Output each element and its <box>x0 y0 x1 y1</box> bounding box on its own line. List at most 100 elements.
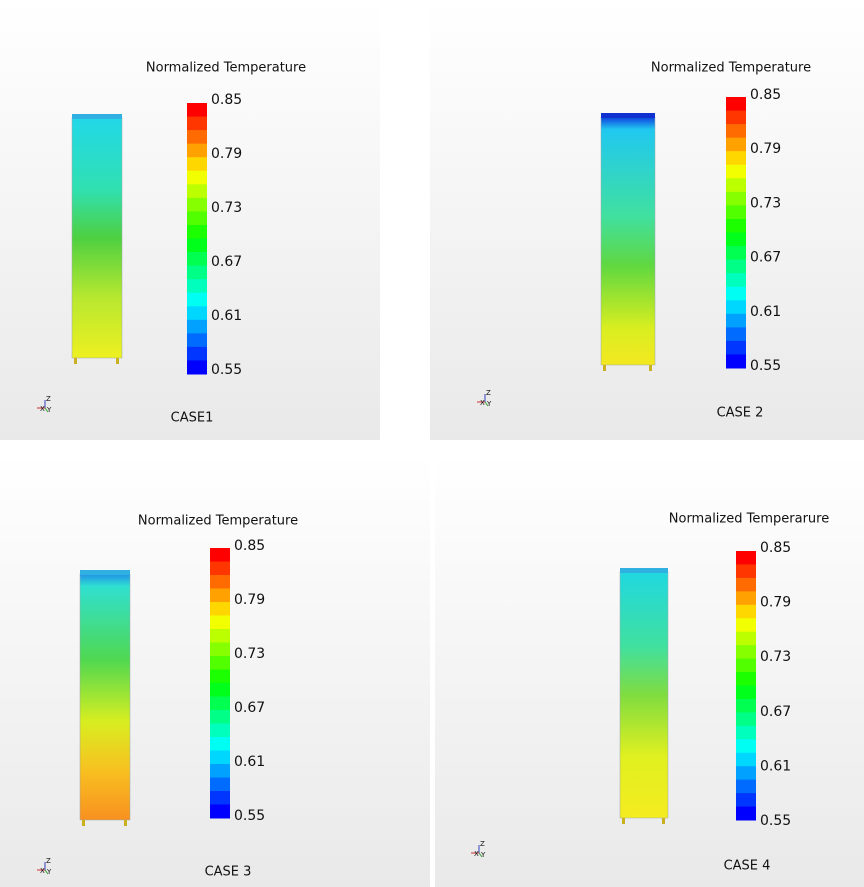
colorbar-band <box>210 805 230 819</box>
colorbar-band <box>736 618 756 632</box>
colorbar-band <box>726 341 746 355</box>
colorbar-tick-label: 0.55 <box>211 362 242 378</box>
colorbar-band <box>187 144 207 158</box>
case-label: CASE 3 <box>205 865 252 880</box>
case-label: CASE 4 <box>724 859 771 874</box>
colorbar-title: Normalized Temperature <box>138 514 298 529</box>
colorbar-band <box>726 111 746 125</box>
temperature-field <box>80 574 130 820</box>
colorbar-band <box>736 645 756 659</box>
inlet <box>601 113 655 118</box>
colorbar-tick-label: 0.73 <box>234 646 265 662</box>
colorbar-band <box>736 780 756 794</box>
colorbar-band <box>210 670 230 684</box>
colorbar-band <box>210 589 230 603</box>
colorbar-band <box>736 564 756 578</box>
colorbar-tick-label: 0.73 <box>750 195 781 211</box>
colorbar-tick-label: 0.79 <box>760 595 791 611</box>
colorbar-band <box>210 737 230 751</box>
colorbar-tick-label: 0.61 <box>211 308 242 324</box>
colorbar-band <box>726 273 746 287</box>
outlet-pipe <box>649 365 652 371</box>
outlet-pipe <box>116 358 119 364</box>
colorbar-band <box>187 333 207 347</box>
colorbar-band <box>187 117 207 131</box>
colorbar-band <box>187 103 207 117</box>
case-label: CASE1 <box>171 411 214 426</box>
colorbar-band <box>736 699 756 713</box>
axis-label: Y <box>480 851 486 859</box>
colorbar-band <box>210 764 230 778</box>
colorbar-band <box>210 656 230 670</box>
colorbar-tick-label: 0.85 <box>211 92 242 108</box>
axis-label: Z <box>46 857 51 865</box>
colorbar-band <box>210 629 230 643</box>
colorbar-band <box>210 575 230 589</box>
colorbar-band <box>726 219 746 233</box>
colorbar-tick-label: 0.73 <box>211 200 242 216</box>
axis-label: X <box>40 405 45 413</box>
colorbar-band <box>187 239 207 253</box>
colorbar-band <box>187 198 207 212</box>
colorbar-band <box>726 151 746 165</box>
colorbar-band <box>726 327 746 341</box>
colorbar-tick-label: 0.79 <box>750 141 781 157</box>
colorbar-band <box>736 753 756 767</box>
outlet-pipe <box>82 820 85 826</box>
colorbar-band <box>210 710 230 724</box>
outlet-pipe <box>74 358 77 364</box>
colorbar-band <box>736 686 756 700</box>
colorbar-band <box>736 605 756 619</box>
colorbar-band <box>187 252 207 266</box>
outlet-pipe <box>603 365 606 371</box>
colorbar-band <box>210 751 230 765</box>
temperature-field <box>601 117 655 365</box>
colorbar-band <box>726 97 746 111</box>
colorbar-band <box>187 279 207 293</box>
colorbar-band <box>187 306 207 320</box>
colorbar-band <box>726 138 746 152</box>
colorbar-band <box>726 354 746 368</box>
temperature-field <box>620 572 668 818</box>
colorbar-tick-label: 0.85 <box>234 538 265 554</box>
colorbar-tick-label: 0.55 <box>750 358 781 374</box>
axis-label: X <box>474 850 479 858</box>
colorbar-band <box>210 791 230 805</box>
colorbar-band <box>726 260 746 274</box>
colorbar-band <box>187 171 207 185</box>
colorbar-band <box>187 266 207 280</box>
colorbar-band <box>210 616 230 630</box>
colorbar-band <box>736 712 756 726</box>
colorbar-band <box>187 211 207 225</box>
colorbar-band <box>726 287 746 301</box>
colorbar-band <box>210 548 230 562</box>
colorbar-tick-label: 0.67 <box>234 700 265 716</box>
figure: Normalized Temperature 0.85 0.79 0.73 0.67 0.… <box>0 0 864 887</box>
colorbar-tick-label: 0.61 <box>234 754 265 770</box>
colorbar-tick-label: 0.61 <box>750 304 781 320</box>
colorbar-tick-label: 0.85 <box>760 540 791 556</box>
colorbar-band <box>736 793 756 807</box>
colorbar-band <box>726 205 746 219</box>
colorbar-band <box>187 360 207 374</box>
axis-label: Y <box>46 868 52 876</box>
axis-label: X <box>40 867 45 875</box>
colorbar-band <box>736 766 756 780</box>
colorbar-tick-label: 0.61 <box>760 758 791 774</box>
colorbar-title: Normalized Temperature <box>146 61 306 76</box>
colorbar-band <box>210 562 230 576</box>
outlet-pipe <box>124 820 127 826</box>
colorbar-band <box>736 551 756 565</box>
colorbar-tick-label: 0.67 <box>760 704 791 720</box>
colorbar-band <box>736 632 756 646</box>
colorbar-band <box>726 124 746 138</box>
axis-label: Y <box>486 400 492 408</box>
colorbar-band <box>736 578 756 592</box>
inlet <box>72 114 122 119</box>
temperature-field <box>72 118 122 358</box>
colorbar-band <box>187 347 207 361</box>
colorbar-tick-label: 0.55 <box>760 813 791 829</box>
colorbar-band <box>736 591 756 605</box>
colorbar-tick-label: 0.67 <box>750 250 781 266</box>
colorbar-band <box>736 739 756 753</box>
